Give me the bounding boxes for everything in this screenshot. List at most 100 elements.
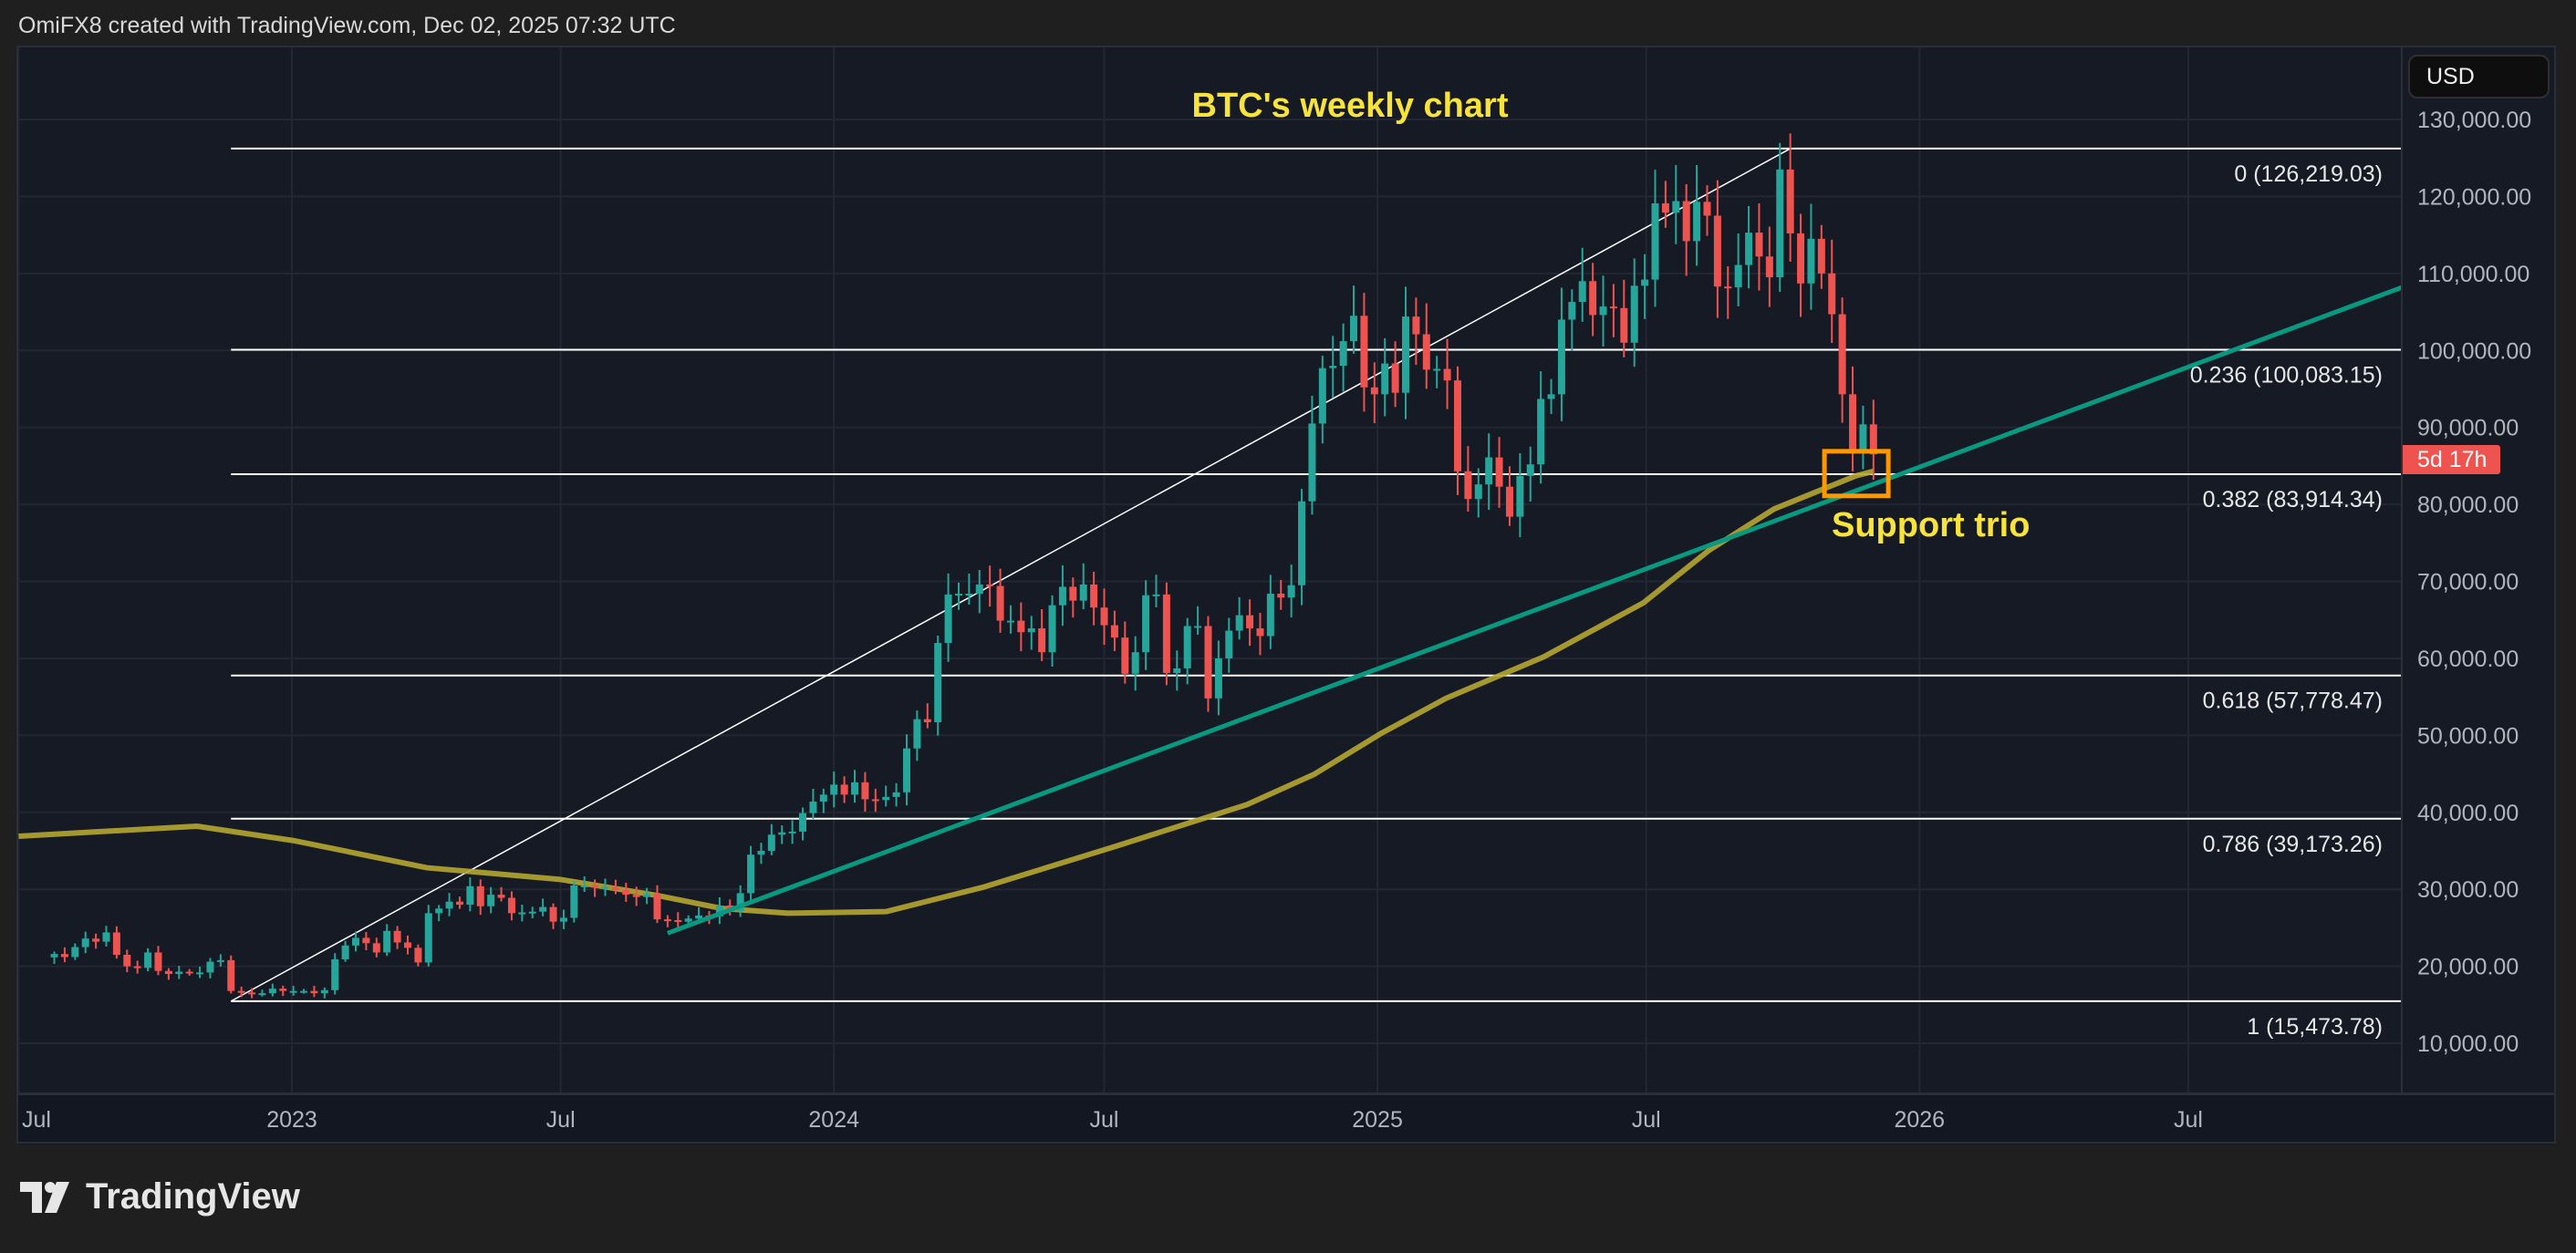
- candle-body: [757, 850, 765, 855]
- candle-body: [1422, 334, 1430, 370]
- tradingview-logo-icon: [20, 1181, 69, 1213]
- candle-body: [258, 993, 266, 996]
- candle-body: [1557, 319, 1565, 395]
- candle-body: [1266, 594, 1274, 637]
- candle-body: [1433, 368, 1441, 371]
- candle-body: [133, 966, 141, 968]
- price-axis[interactable]: [2401, 47, 2556, 1092]
- attribution-header: OmiFX8 created with TradingView.com, Dec…: [18, 13, 676, 38]
- candle-body: [1651, 203, 1659, 280]
- candle-body: [809, 801, 817, 813]
- candle-body: [1620, 307, 1628, 343]
- candle-body: [1100, 607, 1108, 626]
- candle-body: [1194, 626, 1202, 628]
- candle-body: [1308, 423, 1316, 502]
- candle-body: [248, 992, 256, 995]
- tradingview-logo[interactable]: TradingView: [20, 1176, 300, 1217]
- candle-body: [996, 585, 1004, 621]
- tradingview-brand: TradingView: [86, 1176, 300, 1217]
- candle-body: [1464, 471, 1472, 500]
- candle-body: [1027, 628, 1035, 633]
- candle-body: [237, 990, 245, 993]
- candle-body: [466, 885, 474, 906]
- candle-body: [92, 938, 100, 942]
- candle-body: [60, 954, 68, 958]
- candle-body: [81, 938, 89, 948]
- candle-body: [830, 784, 838, 795]
- candle-body: [164, 970, 172, 975]
- candle-body: [965, 594, 973, 596]
- candle-body: [747, 854, 755, 894]
- candle-body: [684, 918, 692, 922]
- candle-body: [206, 961, 214, 973]
- candle-body: [1360, 316, 1368, 388]
- candle-body: [435, 908, 443, 914]
- candle-body: [1006, 620, 1014, 623]
- fib-level-label: 0 (126,219.03): [2234, 161, 2383, 187]
- candle-body: [1110, 625, 1118, 638]
- candle-body: [549, 906, 557, 922]
- candle-body: [643, 894, 651, 897]
- candle-body: [892, 792, 900, 797]
- candle-body: [913, 719, 921, 749]
- candle-body: [476, 885, 484, 906]
- x-tick-label: 2024: [808, 1107, 859, 1133]
- chart-pane[interactable]: [18, 47, 2401, 1092]
- candle-body: [518, 912, 526, 915]
- candle-body: [819, 794, 827, 802]
- candle-body: [591, 885, 599, 888]
- candle-body: [1412, 316, 1420, 335]
- candle-body: [663, 919, 671, 922]
- candle-body: [185, 971, 193, 974]
- candle-body: [1183, 626, 1191, 668]
- candle-body: [1516, 475, 1524, 517]
- candle-body: [871, 799, 879, 802]
- candle-body: [622, 890, 630, 896]
- grid: [18, 47, 2401, 1092]
- candle-body: [1578, 281, 1586, 303]
- candle-body: [851, 782, 859, 795]
- ascending-trendline: [667, 285, 2401, 936]
- candle-body: [1661, 203, 1669, 213]
- candle-body: [1526, 464, 1534, 476]
- y-tick-label: 110,000.00: [2417, 262, 2529, 287]
- candle-body: [1298, 501, 1306, 585]
- time-axis[interactable]: [18, 1092, 2554, 1144]
- candle-body: [653, 894, 661, 920]
- candle-body: [1828, 273, 1836, 315]
- candle-body: [403, 942, 411, 948]
- candle-body: [1381, 363, 1389, 395]
- candle-body: [1204, 626, 1212, 699]
- candle-body: [767, 834, 775, 851]
- candle-body: [528, 911, 536, 914]
- candle-body: [695, 915, 703, 919]
- candle-body: [1589, 281, 1597, 316]
- support-trio-label: Support trio: [1832, 506, 2030, 544]
- candle-body: [112, 932, 120, 955]
- candle-body: [1131, 652, 1139, 674]
- candle-body: [300, 990, 308, 993]
- x-tick-label: Jul: [2174, 1107, 2203, 1133]
- fib-trend-line: [230, 148, 1792, 1002]
- candle-body: [1318, 368, 1326, 424]
- candle-body: [1069, 586, 1077, 601]
- candle-body: [570, 885, 578, 918]
- candle-body: [1443, 368, 1451, 381]
- time-ticks: Jul 2023 Jul 2024 Jul 2025 Jul 2026 Jul: [22, 1107, 2203, 1133]
- candle-body: [1734, 264, 1742, 288]
- y-tick-label: 70,000.00: [2417, 570, 2519, 595]
- annotations: BTC's weekly chart Support trio: [1192, 87, 2031, 544]
- y-tick-label: 120,000.00: [2417, 184, 2531, 210]
- candle-body: [1058, 586, 1066, 606]
- candle-body: [341, 945, 349, 960]
- candle-body: [71, 947, 79, 958]
- candle-body: [1859, 424, 1867, 454]
- fib-level-label: 0.382 (83,914.34): [2203, 487, 2383, 513]
- currency-button[interactable]: USD: [2408, 55, 2550, 98]
- candle-body: [1817, 238, 1825, 274]
- candle-body: [902, 748, 910, 792]
- candle-body: [799, 813, 807, 832]
- candle-body: [944, 594, 952, 644]
- support-highlight-box: [1822, 449, 1891, 499]
- candle-body: [216, 959, 224, 962]
